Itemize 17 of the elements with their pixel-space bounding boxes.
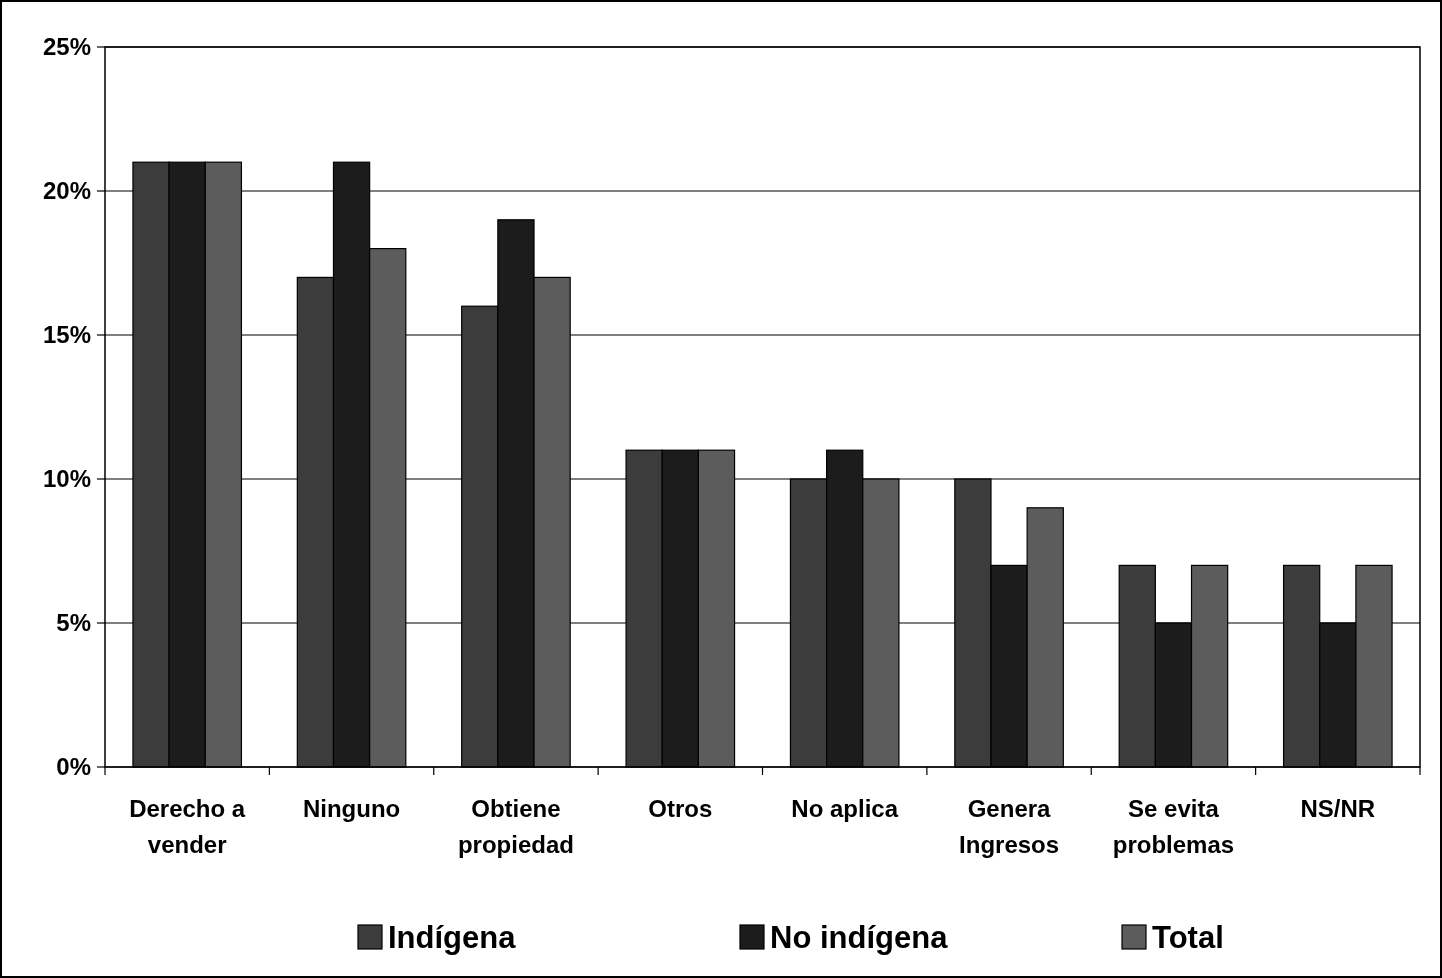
x-tick-label: Se evita problemas: [1112, 795, 1235, 858]
y-tick-label: 10%: [42, 465, 91, 493]
y-tick-label: 5%: [56, 609, 91, 637]
x-tick-label: Derecho a vender: [129, 795, 246, 858]
x-tick-label: Ninguno: [302, 795, 401, 822]
x-tick-label: Genera Ingresos: [959, 795, 1060, 858]
y-tick-label: 15%: [42, 321, 91, 349]
x-tick-label: No aplica: [791, 795, 899, 822]
legend-label: Total: [1152, 920, 1224, 956]
x-tick-label: Otros: [648, 795, 713, 822]
legend-label: No indígena: [770, 920, 949, 956]
y-tick-label: 0%: [56, 753, 91, 781]
legend-label: Indígena: [388, 920, 517, 956]
x-tick-label: NS/NR: [1300, 795, 1376, 822]
y-tick-label: 20%: [42, 177, 91, 205]
x-tick-label: Obtiene propiedad: [457, 795, 574, 858]
y-tick-label: 25%: [42, 33, 91, 61]
